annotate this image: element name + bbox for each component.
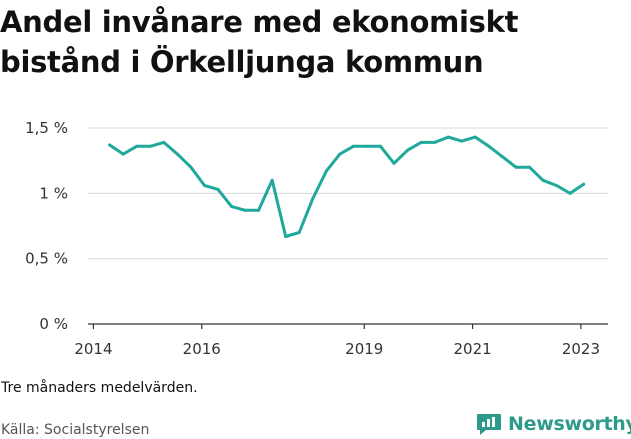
data-point	[230, 204, 234, 208]
data-point	[460, 139, 464, 143]
brand-name: Newsworthy	[508, 413, 631, 435]
chart-note: Tre månaders medelvärden.	[1, 380, 198, 396]
data-point	[392, 161, 396, 165]
data-point	[555, 183, 559, 187]
data-point	[270, 178, 274, 182]
data-point	[568, 191, 572, 195]
data-point	[487, 144, 491, 148]
y-tick-label: 1,5 %	[25, 119, 68, 137]
x-tick-label: 2014	[74, 340, 112, 358]
y-tick-label: 0 %	[39, 315, 68, 333]
data-point	[582, 182, 586, 186]
data-point	[379, 144, 382, 148]
x-tick-label: 2023	[562, 340, 600, 358]
data-point	[148, 144, 152, 148]
data-point	[419, 140, 423, 144]
data-point	[311, 197, 315, 201]
data-point	[541, 178, 545, 182]
data-point	[243, 208, 247, 212]
data-point	[162, 140, 166, 144]
x-tick-label: 2016	[183, 340, 221, 358]
data-point	[284, 234, 288, 238]
y-tick-label: 0,5 %	[25, 250, 68, 268]
y-tick-label: 1 %	[39, 184, 68, 202]
data-point	[514, 165, 518, 169]
data-point	[446, 135, 450, 139]
grid-lines	[88, 127, 608, 260]
x-tick-label: 2019	[345, 340, 383, 358]
data-point	[121, 152, 125, 156]
data-point	[202, 183, 206, 187]
data-point	[216, 187, 220, 191]
data-point	[257, 208, 261, 212]
data-point	[500, 155, 504, 159]
x-tick-label: 2021	[453, 340, 491, 358]
series-line	[108, 135, 586, 238]
data-point	[108, 143, 112, 147]
x-axis: 2014 2016 2019 2021 2023	[74, 323, 608, 358]
data-point	[324, 169, 328, 173]
data-point	[365, 144, 369, 148]
y-axis-tick-labels: 0 % 0,5 % 1 % 1,5 %	[25, 119, 68, 333]
data-point	[175, 152, 179, 156]
chart-title: Andel invånare med ekonomiskt bistånd i …	[0, 5, 519, 79]
series-layer	[108, 135, 586, 238]
data-point	[351, 144, 355, 148]
data-point	[297, 231, 301, 235]
data-point	[406, 148, 410, 152]
data-point	[527, 165, 531, 169]
data-point	[135, 144, 139, 148]
data-point	[338, 152, 342, 156]
data-point	[433, 140, 437, 144]
data-point	[189, 165, 193, 169]
newsworthy-brand[interactable]: Newsworthy	[476, 409, 631, 439]
data-point	[473, 135, 477, 139]
newsworthy-logo-icon	[477, 414, 501, 435]
source-label: Källa: Socialstyrelsen	[1, 422, 150, 438]
